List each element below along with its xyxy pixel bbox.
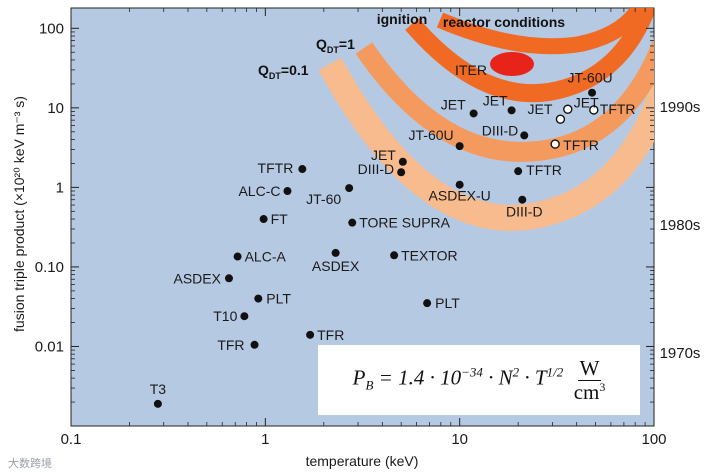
point-tore-supra-11 — [348, 218, 357, 227]
point-tftr-19 — [514, 167, 523, 176]
point-diii-d-23-label: DIII-D — [482, 122, 519, 138]
x-tick-label: 0.1 — [61, 431, 82, 448]
point-asdex-12 — [331, 248, 340, 257]
point-diii-d-15-label: DIII-D — [358, 161, 395, 177]
iter-region — [490, 52, 534, 76]
point-t10-2 — [240, 312, 249, 321]
label-reactor-conditions: reactor conditions — [443, 14, 565, 30]
x-tick-label: 10 — [451, 431, 468, 448]
point-plt-3 — [254, 294, 263, 303]
point-textor-13-label: TEXTOR — [401, 247, 458, 263]
x-tick-label: 100 — [641, 431, 666, 448]
band-ignition — [405, 8, 654, 103]
axes-layer — [70, 8, 655, 426]
point-tfr-1-label: TFR — [217, 337, 244, 353]
point-jt-60u-17 — [455, 142, 464, 151]
point-tfr-9 — [306, 330, 315, 339]
y-tick-label: 0.01 — [35, 338, 64, 355]
point-jet-22 — [507, 106, 516, 115]
point-tftr-19-label: TFTR — [526, 162, 562, 178]
labels-layer: ignition reactor conditions ITER QDT=1 QDT=0… — [11, 11, 700, 469]
point-jt-60u-24-label: JT-60U — [567, 70, 612, 86]
point-tfr-9-label: TFR — [317, 327, 344, 343]
point-asdex-u-18 — [455, 180, 464, 189]
point-diii-d-20-label: DIII-D — [506, 204, 543, 220]
band-qdt-0-1 — [318, 57, 654, 231]
band-reactor-conditions — [436, 8, 649, 55]
point-jet-25 — [555, 114, 566, 124]
point-jt-60-10-label: JT-60 — [306, 191, 341, 207]
label-qdt-1: QDT=1 — [316, 36, 355, 55]
point-tftr-27-label: TFTR — [600, 101, 636, 117]
x-axis-title: temperature (keV) — [306, 453, 419, 469]
point-t3-0 — [153, 399, 162, 408]
point-alc-c-7-label: ALC-C — [238, 183, 280, 199]
point-asdex-4-label: ASDEX — [174, 270, 222, 286]
point-jt-60-10 — [345, 184, 354, 193]
point-tftr-28 — [550, 139, 560, 149]
point-jet-21-label: JET — [441, 96, 466, 112]
point-jet-26 — [563, 104, 573, 114]
bremsstrahlung-formula: PB = 1.4 · 10−34 · N2 · T1/2 W cm3 — [318, 345, 640, 415]
point-diii-d-20 — [518, 195, 527, 204]
point-jet-22-label: JET — [483, 92, 508, 108]
point-jet-21 — [469, 109, 478, 118]
y-tick-label: 1 — [56, 179, 64, 196]
point-jet-16-label: JET — [371, 147, 396, 163]
x-tick-label: 1 — [261, 431, 269, 448]
point-jet-26-label: JET — [574, 94, 599, 110]
point-plt-14-label: PLT — [435, 295, 460, 311]
points-layer — [153, 88, 599, 408]
point-ft-6 — [259, 215, 268, 224]
point-t10-2-label: T10 — [213, 308, 237, 324]
point-plt-3-label: PLT — [266, 291, 291, 307]
y-tick-label: 10 — [47, 100, 64, 117]
point-jet-25-label: JET — [528, 101, 553, 117]
point-plt-14 — [423, 299, 432, 308]
point-asdex-u-18-label: ASDEX-U — [429, 188, 491, 204]
era-label-1970s: 1970s — [660, 345, 701, 362]
label-ignition: ignition — [377, 11, 428, 27]
y-tick-label: 100 — [39, 20, 64, 37]
point-ft-6-label: FT — [271, 211, 289, 227]
point-jet-16 — [398, 157, 407, 166]
point-tftr-27 — [589, 105, 599, 115]
era-label-1980s: 1980s — [660, 217, 701, 234]
point-asdex-4 — [224, 274, 233, 283]
point-diii-d-23 — [520, 131, 529, 140]
point-alc-c-7 — [283, 187, 292, 196]
point-tore-supra-11-label: TORE SUPRA — [359, 215, 450, 231]
point-asdex-12-label: ASDEX — [312, 258, 360, 274]
point-diii-d-15 — [397, 168, 406, 177]
point-t3-0-label: T3 — [150, 381, 167, 397]
point-tftr-8-label: TFTR — [258, 160, 294, 176]
point-textor-13 — [390, 251, 399, 260]
formula-text: PB = 1.4 · 10−34 · N2 · T1/2 W cm3 — [352, 356, 606, 404]
point-alc-a-5-label: ALC-A — [245, 249, 287, 265]
y-axis-title: fusion triple product (×10²⁰ keV m⁻³ s) — [11, 96, 27, 332]
point-jt-60u-17-label: JT-60U — [409, 127, 454, 143]
point-tfr-1 — [250, 340, 259, 349]
label-qdt-0-1: QDT=0.1 — [258, 62, 309, 81]
point-alc-a-5 — [233, 252, 242, 261]
point-tftr-28-label: TFTR — [563, 137, 599, 153]
label-iter: ITER — [455, 62, 487, 78]
watermark: 大数跨境 — [8, 457, 52, 470]
point-jt-60u-24 — [588, 88, 597, 97]
point-tftr-8 — [298, 165, 307, 174]
era-label-1990s: 1990s — [660, 99, 701, 116]
y-tick-label: 0.10 — [35, 259, 64, 276]
